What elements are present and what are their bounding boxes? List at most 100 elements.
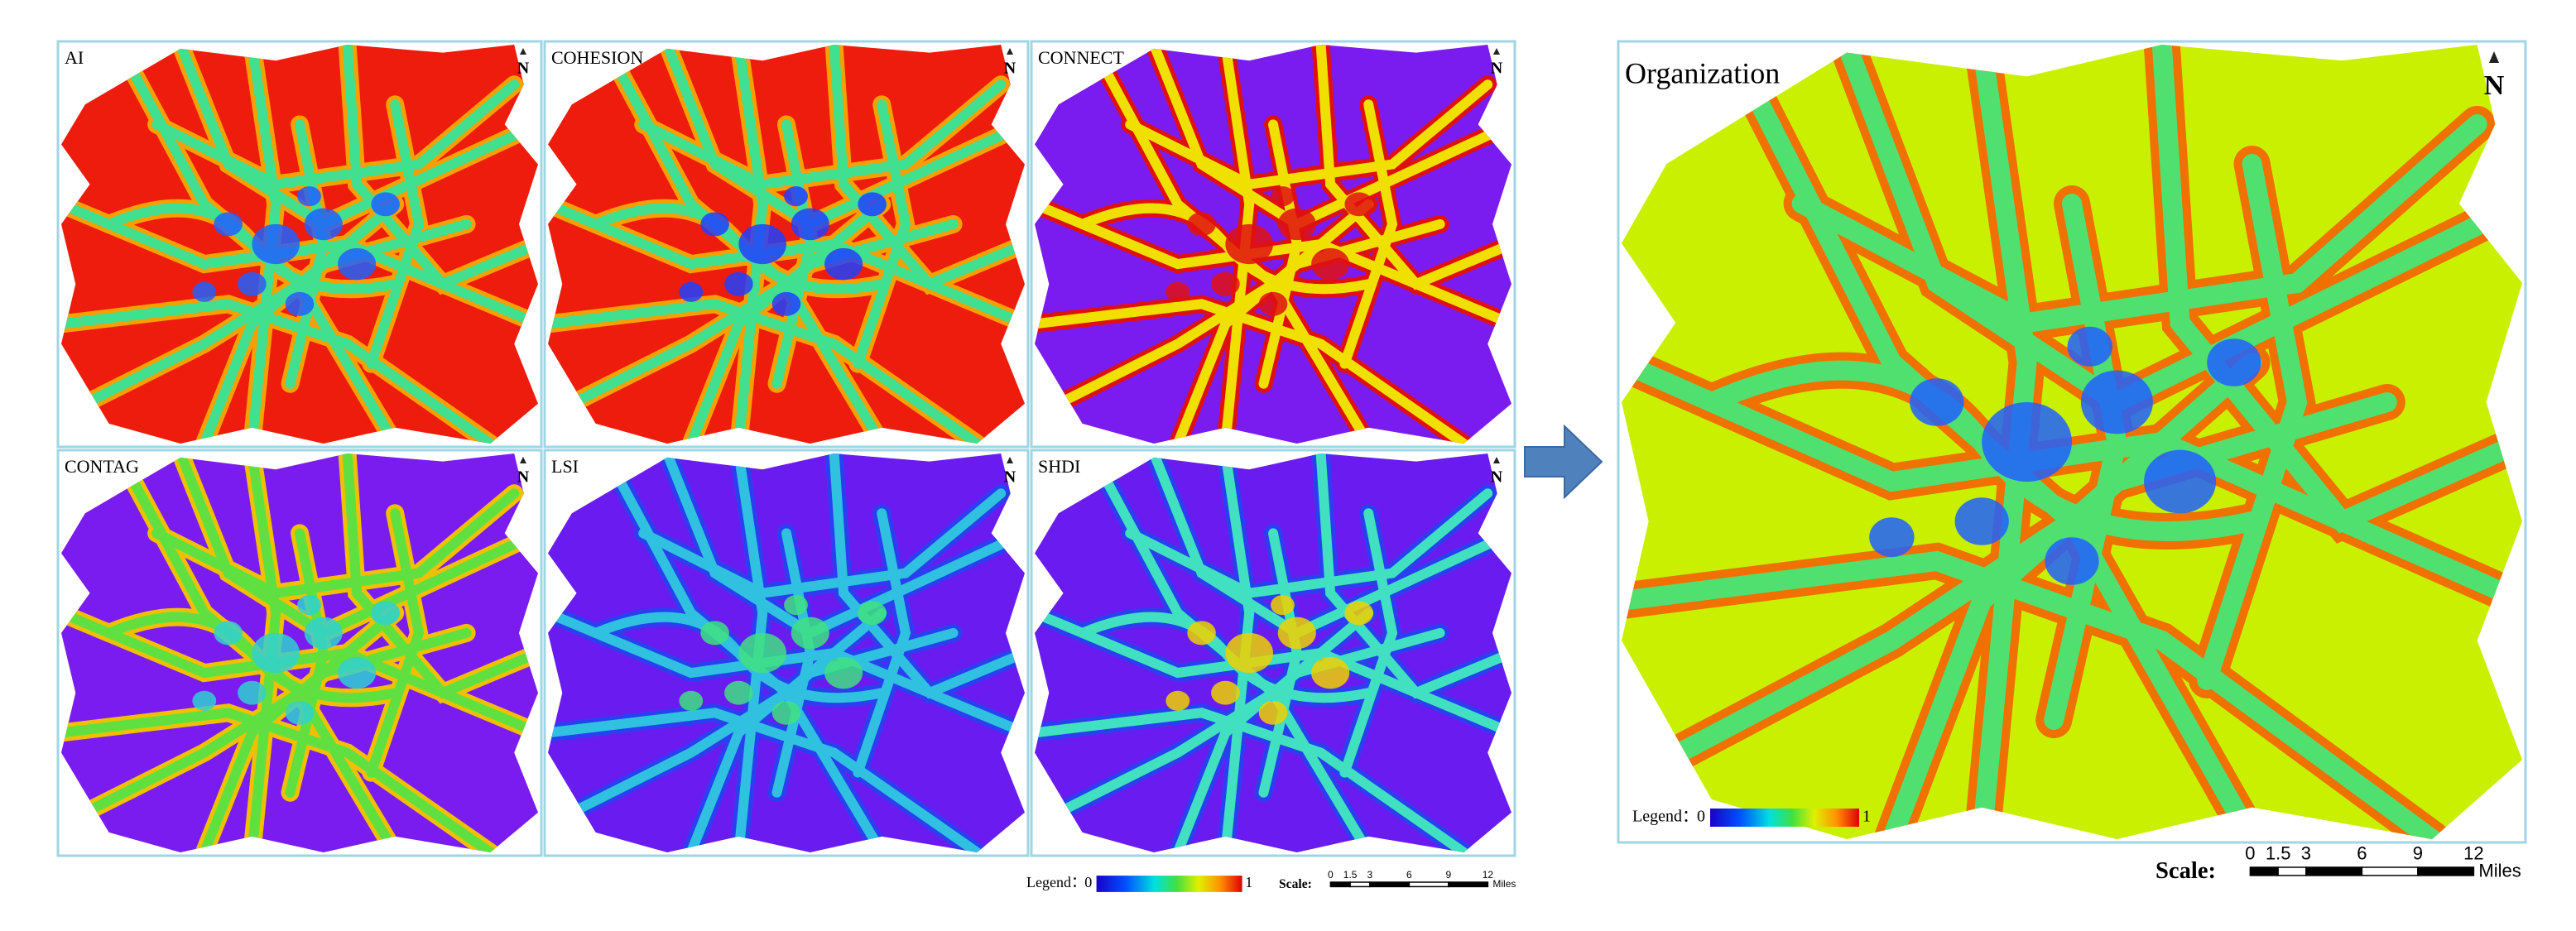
hotspot: [1225, 223, 1273, 265]
road-inner: [691, 224, 954, 444]
hotspot: [371, 601, 400, 626]
map: [548, 454, 1025, 852]
road-inner: [858, 104, 906, 363]
scale-tick: 1.5: [2266, 842, 2291, 863]
hotspot: [2207, 338, 2261, 386]
scale-tick: 1.5: [1343, 869, 1358, 881]
road-inner: [1035, 304, 1463, 444]
north-arrow: [1007, 48, 1013, 55]
road-inner: [1225, 45, 1249, 444]
scale-tick: 3: [2301, 842, 2311, 863]
hotspot: [1311, 247, 1350, 281]
roads: [1035, 45, 1511, 444]
hotspot: [824, 656, 863, 689]
hotspot: [192, 690, 217, 711]
scale-tick: 6: [1406, 869, 1412, 881]
map: [548, 45, 1025, 444]
hotspot: [338, 247, 377, 281]
hotspot: [1211, 680, 1240, 705]
road-inner: [548, 713, 977, 852]
hotspot: [338, 656, 377, 689]
hotspot: [1910, 378, 1964, 426]
map: [61, 45, 538, 444]
hotspot: [304, 208, 343, 241]
scale-label: Scale:: [1279, 877, 1312, 891]
road-inner: [85, 613, 395, 813]
road-inner: [776, 533, 810, 792]
road-inner: [290, 533, 323, 792]
road-inner: [1802, 124, 2477, 323]
road-inner: [2054, 204, 2117, 720]
hotspot: [791, 617, 829, 650]
hotspot: [1187, 621, 1216, 645]
road-inner: [1321, 454, 1511, 693]
legend-label: Legend：: [1026, 874, 1086, 890]
road-inner: [572, 204, 882, 404]
hotspot: [371, 192, 400, 217]
hotspot: [824, 247, 863, 281]
north-label: N: [1491, 468, 1503, 487]
road-inner: [85, 204, 395, 404]
road-inner: [738, 454, 762, 852]
map: [1035, 45, 1511, 444]
north-arrow: [1007, 457, 1013, 463]
road-inner: [834, 45, 1025, 284]
hotspot: [724, 271, 753, 296]
hotspot: [2144, 449, 2217, 514]
map: [61, 454, 538, 852]
hotspot: [738, 223, 786, 265]
north-label: N: [1004, 60, 1016, 78]
scale-segment: [1349, 881, 1371, 888]
legend-colorbar: [1096, 876, 1242, 892]
scale-segment: [1369, 881, 1411, 888]
hotspot: [1869, 517, 1915, 558]
scale-tick: 3: [1367, 869, 1373, 881]
hotspot: [1211, 271, 1240, 296]
scale-unit: Miles: [2478, 860, 2521, 881]
hotspot: [1258, 700, 1288, 725]
scale-segment: [2249, 866, 2279, 876]
scale-tick: 0: [1328, 869, 1334, 881]
road-inner: [252, 454, 276, 852]
scale-segment: [1408, 881, 1449, 888]
road-inner: [1059, 204, 1368, 404]
hotspot: [252, 223, 300, 265]
hotspot: [1277, 617, 1316, 650]
road-inner: [1263, 533, 1296, 792]
hotspot: [1982, 402, 2072, 482]
north-arrow: [520, 48, 526, 55]
legend-label: Legend：: [1632, 808, 1699, 826]
hotspot: [791, 208, 829, 241]
hotspot: [297, 595, 321, 616]
hotspot: [679, 690, 704, 711]
roads: [1035, 454, 1511, 852]
legend-min: 0: [1084, 874, 1092, 890]
hotspot: [1225, 632, 1273, 674]
arrow: [1524, 424, 1603, 500]
road-inner: [691, 633, 954, 852]
road-inner: [1982, 45, 2026, 839]
road-inner: [1666, 362, 2252, 760]
panel-label: Organization: [1625, 56, 1780, 89]
road-inner: [1622, 561, 2432, 839]
road-inner: [1035, 713, 1463, 852]
scale-segment: [2361, 866, 2419, 876]
scale-tick: 9: [2413, 842, 2423, 863]
hotspot: [297, 186, 321, 207]
panel-label: CONNECT: [1038, 47, 1124, 68]
hotspot: [1344, 192, 1373, 217]
hotspot: [1311, 656, 1350, 689]
hotspot: [771, 700, 801, 725]
hotspot: [700, 212, 729, 237]
hotspot: [304, 617, 343, 650]
scale-segment: [2305, 866, 2363, 876]
road-inner: [1059, 613, 1368, 813]
roads: [548, 45, 1025, 444]
roads: [548, 454, 1025, 852]
road-inner: [348, 45, 538, 284]
map: [1622, 45, 2522, 839]
legend-max: 1: [1862, 808, 1871, 826]
scale-segment: [2277, 866, 2307, 876]
hotspot: [214, 212, 243, 237]
hotspot: [192, 281, 217, 302]
